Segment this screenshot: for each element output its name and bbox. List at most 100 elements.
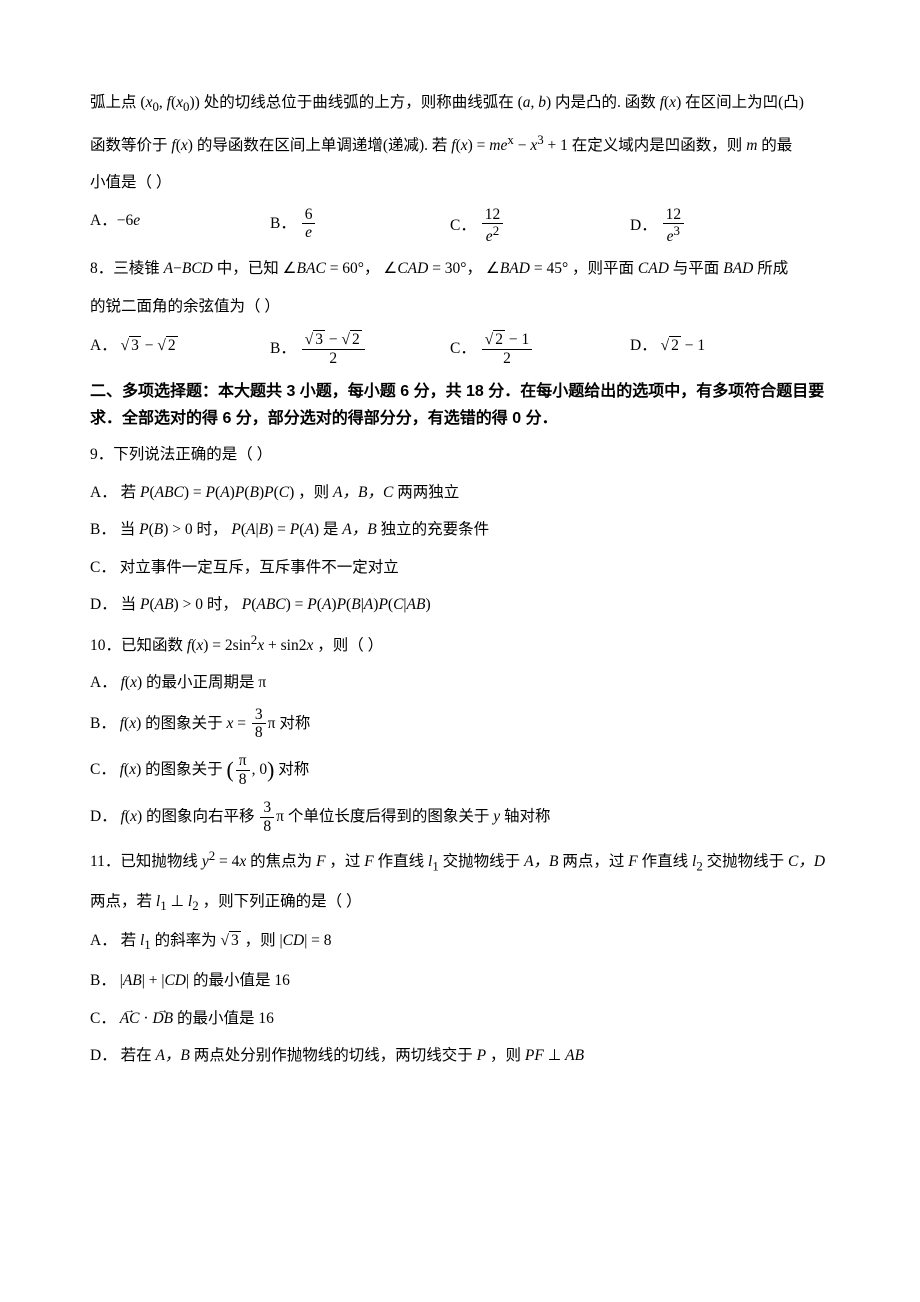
q9-stem: 9．下列说法正确的是（ ） (90, 440, 830, 469)
pyramid: A (164, 260, 173, 277)
q10-stem: 10．已知函数 f(x) = 2sin2x + sin2x ，则（ ） (90, 628, 830, 661)
label: A． (90, 337, 117, 354)
text: 的最 (761, 137, 792, 154)
label: B． (270, 340, 296, 357)
label: A． (90, 212, 117, 229)
text: 的最小正周期是 (146, 674, 255, 691)
text: ，则 (490, 1047, 521, 1064)
plane2: BAD (723, 260, 753, 277)
vector-ac: AC (120, 1010, 140, 1027)
q11-opt-c: C． AC · DB 的最小值是 16 (90, 1004, 830, 1033)
q7-line3: 小值是（ ） (90, 168, 830, 197)
q10-opt-c: C． f(x) 的图象关于 (π8, 0) 对称 (90, 750, 830, 791)
q10-opt-d: D． f(x) 的图象向右平移 38π 个单位长度后得到的图象关于 y 轴对称 (90, 799, 830, 836)
label: A． (90, 484, 117, 501)
q11-line2: 两点，若 l1 ⊥ l2 ，则下列正确的是（ ） (90, 887, 830, 919)
prefix: 8．三棱锥 (90, 260, 160, 277)
text: 的斜率为 (155, 932, 217, 949)
label: B． (90, 714, 116, 731)
q7-opt-c: C． 12e2 (450, 206, 630, 247)
text: 交抛物线于 (443, 853, 521, 870)
text: 弧上点 (90, 94, 137, 111)
label: D． (630, 217, 657, 234)
text: 作直线 (642, 853, 689, 870)
ab: A，B (342, 521, 376, 538)
text: 内是凸的. 函数 (555, 94, 656, 111)
text: 中，已知 (217, 260, 279, 277)
q10-opt-a: A． f(x) 的最小正周期是 π (90, 668, 830, 697)
text: 若在 (121, 1047, 152, 1064)
text: 两两独立 (397, 484, 459, 501)
label: B． (90, 521, 116, 538)
text: 函数等价于 (90, 137, 168, 154)
exam-page: 弧上点 (x0, f(x0)) 处的切线总位于曲线弧的上方，则称曲线弧在 (a,… (0, 0, 920, 1138)
num: 6 (302, 206, 316, 225)
q7-opt-b: B． 6e (270, 206, 450, 247)
label: B． (270, 215, 296, 232)
section2-header: 二、多项选择题：本大题共 3 小题，每小题 6 分，共 18 分．在每小题给出的… (90, 378, 830, 432)
plane1: CAD (638, 260, 669, 277)
text: 是 (323, 521, 339, 538)
q8-line2: 的锐二面角的余弦值为（ ） (90, 292, 830, 321)
text: ，则 (298, 484, 329, 501)
label: A． (90, 674, 117, 691)
text: 时， (197, 521, 228, 538)
text: 两点，若 (90, 893, 152, 910)
vector-db: DB (152, 1010, 173, 1027)
text: 两点处分别作抛物线的切线，两切线交于 (194, 1047, 473, 1064)
q9-opt-c: C． 对立事件一定互斥，互斥事件不一定对立 (90, 553, 830, 582)
text: 的导函数在区间上单调递增(递减). 若 (197, 137, 448, 154)
num: 12 (482, 206, 504, 225)
label: C． (90, 1010, 116, 1027)
q9-opt-d: D． 当 P(AB) > 0 时， P(ABC) = P(A)P(B|A)P(C… (90, 590, 830, 619)
text: 若 (121, 932, 137, 949)
q7-line2: 函数等价于 f(x) 的导函数在区间上单调递增(递减). 若 f(x) = me… (90, 128, 830, 161)
q9-opt-b: B． 当 P(B) > 0 时， P(A|B) = P(A) 是 A，B 独立的… (90, 515, 830, 544)
text: 所成 (757, 260, 788, 277)
q11-opt-a: A． 若 l1 的斜率为 √3 ，则 |CD| = 8 (90, 926, 830, 958)
period: π (258, 674, 266, 691)
q8-opt-a: A． √3 − √2 (90, 331, 270, 368)
label: C． (90, 761, 116, 778)
text: 交抛物线于 (707, 853, 785, 870)
label: A． (90, 932, 117, 949)
abc: A，B，C (333, 484, 393, 501)
q7-opt-d: D． 12e3 (630, 206, 810, 247)
q11-line1: 11．已知抛物线 y2 = 4x 的焦点为 F ，过 F 作直线 l1 交抛物线… (90, 844, 830, 879)
text: ，则平面 (572, 260, 634, 277)
text: 的最小值是 16 (177, 1010, 274, 1027)
den: e (302, 224, 316, 242)
q10-opt-b: B． f(x) 的图象关于 x = 38π 对称 (90, 706, 830, 743)
text: 的最小值是 16 (193, 972, 290, 989)
angle2: ∠ (383, 260, 397, 277)
text: 在定义域内是凹函数，则 (572, 137, 743, 154)
q7-options: A．−6e B． 6e C． 12e2 D． 12e3 (90, 206, 830, 247)
q7-line1: 弧上点 (x0, f(x0)) 处的切线总位于曲线弧的上方，则称曲线弧在 (a,… (90, 88, 830, 120)
angle3: ∠ (486, 260, 500, 277)
label: D． (90, 1047, 117, 1064)
q11-opt-d: D． 若在 A，B 两点处分别作抛物线的切线，两切线交于 P ，则 PF ⊥ A… (90, 1041, 830, 1070)
q8-opt-c: C． √2 − 12 (450, 331, 630, 368)
text: ，过 (329, 853, 360, 870)
text: 当 (120, 521, 136, 538)
text: 在区间上为凹(凸) (685, 94, 804, 111)
q11-opt-b: B． |AB| + |CD| 的最小值是 16 (90, 966, 830, 995)
text: 个单位长度后得到的图象关于 (288, 808, 490, 825)
label: B． (90, 972, 116, 989)
text: 对称 (278, 761, 309, 778)
label: D． (90, 808, 117, 825)
text: 对称 (279, 714, 310, 731)
suffix: ，则（ ） (317, 637, 383, 654)
prefix: 11．已知抛物线 (90, 853, 198, 870)
q8-line1: 8．三棱锥 A−BCD 中，已知 ∠BAC = 60°， ∠CAD = 30°，… (90, 254, 830, 283)
q9-opt-a: A． 若 P(ABC) = P(A)P(B)P(C) ，则 A，B，C 两两独立 (90, 478, 830, 507)
text: 对立事件一定互斥，互斥事件不一定对立 (120, 559, 399, 576)
label: C． (450, 217, 476, 234)
text: 独立的充要条件 (381, 521, 490, 538)
angle1: ∠ (283, 260, 297, 277)
m: m (746, 137, 757, 154)
num: 12 (663, 206, 685, 225)
text: 作直线 (378, 853, 425, 870)
text: 两点，过 (562, 853, 624, 870)
text: 轴对称 (504, 808, 551, 825)
